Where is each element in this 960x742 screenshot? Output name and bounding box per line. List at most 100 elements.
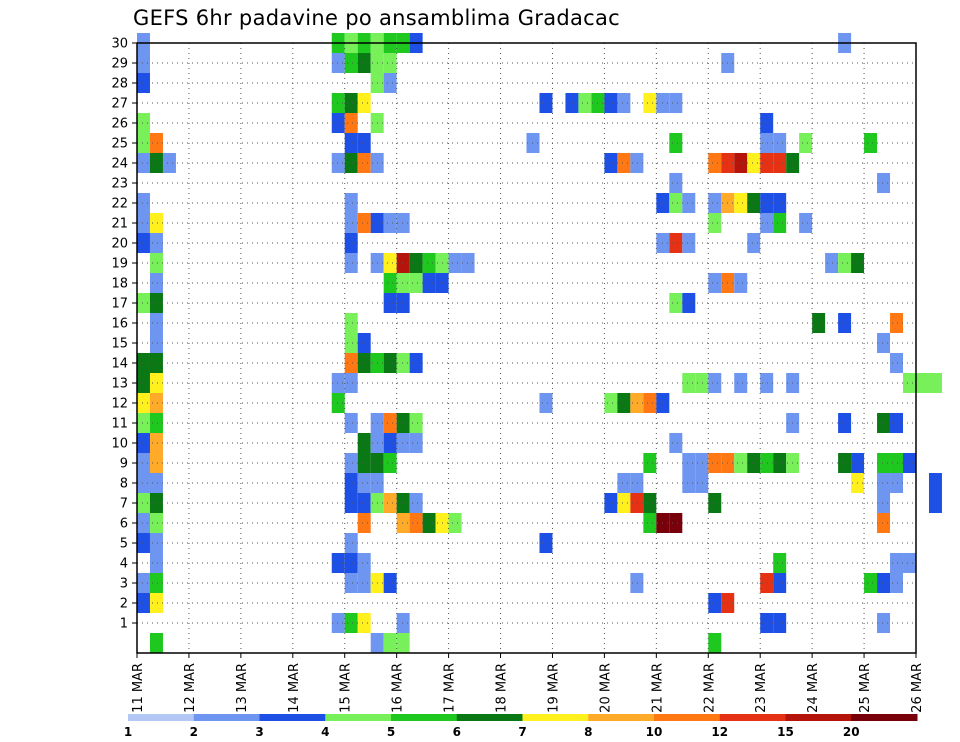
heatmap-cell: [396, 353, 410, 373]
heatmap-cell: [344, 253, 358, 273]
heatmap-cell: [370, 633, 384, 653]
heatmap-cell: [708, 273, 722, 293]
heatmap-cell: [669, 433, 683, 453]
heatmap-cell: [409, 413, 423, 433]
heatmap-cell: [643, 453, 657, 473]
heatmap-cell: [383, 493, 397, 513]
y-tick-label: 9: [120, 457, 128, 472]
colorbar-segment: [456, 714, 523, 721]
heatmap-cell: [357, 153, 371, 173]
heatmap-cell: [149, 513, 163, 533]
x-tick-label: 26 MAR: [910, 663, 925, 713]
heatmap-cell: [396, 273, 410, 293]
heatmap-cell: [695, 373, 709, 393]
heatmap-cell: [137, 133, 150, 153]
heatmap-cell: [799, 213, 813, 233]
heatmap-cell: [149, 133, 163, 153]
colorbar-label: 6: [453, 725, 461, 739]
heatmap-cell: [643, 93, 657, 113]
y-tick-label: 10: [111, 437, 128, 452]
colorbar-segment: [325, 714, 392, 721]
heatmap-cell: [838, 313, 852, 333]
heatmap-cell: [669, 513, 683, 533]
heatmap-cell: [747, 153, 761, 173]
y-tick-label: 8: [120, 477, 128, 492]
heatmap-cell: [708, 493, 722, 513]
heatmap-cell: [682, 373, 696, 393]
y-tick-label: 21: [111, 217, 128, 232]
heatmap-cell: [760, 373, 774, 393]
heatmap-cell: [890, 413, 904, 433]
heatmap-cell: [344, 333, 358, 353]
colorbar-segment: [719, 714, 786, 721]
heatmap-cell: [149, 533, 163, 553]
heatmap-cell: [734, 153, 748, 173]
colorbar-label: 20: [843, 725, 860, 739]
heatmap-cell: [137, 233, 150, 253]
x-tick-label: 17 MAR: [443, 663, 458, 713]
heatmap-cell: [669, 93, 683, 113]
heatmap-cell: [357, 333, 371, 353]
heatmap-cell: [734, 193, 748, 213]
heatmap-cell: [877, 173, 891, 193]
heatmap-cell: [812, 313, 826, 333]
heatmap-cell: [604, 393, 618, 413]
heatmap-cell: [344, 493, 358, 513]
heatmap-cell: [630, 473, 644, 493]
heatmap-cell: [604, 493, 618, 513]
heatmap-cell: [747, 193, 761, 213]
heatmap-cell: [890, 453, 904, 473]
colorbar-label: 8: [584, 725, 592, 739]
colorbar-label: 5: [387, 725, 395, 739]
heatmap-cell: [344, 353, 358, 373]
heatmap-cell: [695, 473, 709, 493]
colorbar-label: 7: [518, 725, 526, 739]
heatmap-cell: [149, 373, 163, 393]
x-tick-label: 25 MAR: [858, 663, 873, 713]
heatmap-cell: [344, 373, 358, 393]
heatmap-cell: [708, 453, 722, 473]
heatmap-cell: [137, 533, 150, 553]
heatmap-cell: [760, 613, 774, 633]
heatmap-cell: [773, 153, 787, 173]
heatmap-cell: [149, 553, 163, 573]
heatmap-cell: [864, 133, 878, 153]
heatmap-cell: [799, 133, 813, 153]
x-tick-label: 21 MAR: [650, 663, 665, 713]
heatmap-cell: [137, 413, 150, 433]
heatmap-cell: [669, 233, 683, 253]
y-tick-label: 11: [111, 417, 128, 432]
heatmap-cell: [903, 373, 916, 393]
y-tick-label: 26: [111, 117, 128, 132]
heatmap-cell: [383, 53, 397, 73]
colorbar-label: 10: [646, 725, 663, 739]
heatmap-cell: [864, 573, 878, 593]
x-tick-label: 15 MAR: [339, 663, 354, 713]
heatmap-cell: [422, 513, 436, 533]
x-tick-label: 24 MAR: [806, 663, 821, 713]
heatmap-cell: [344, 193, 358, 213]
y-tick-label: 1: [120, 617, 128, 632]
y-tick-label: 7: [120, 497, 128, 512]
heatmap-cell: [357, 353, 371, 373]
heatmap-cell: [344, 313, 358, 333]
heatmap-cell: [877, 453, 891, 473]
heatmap-cell: [344, 213, 358, 233]
heatmap-cell: [357, 553, 371, 573]
heatmap-cell: [383, 293, 397, 313]
y-tick-label: 14: [111, 357, 128, 372]
heatmap-cell: [357, 213, 371, 233]
heatmap-cell: [396, 253, 410, 273]
heatmap-cell: [149, 293, 163, 313]
heatmap-cell: [357, 433, 371, 453]
heatmap-cell: [734, 453, 748, 473]
y-tick-label: 27: [111, 97, 128, 112]
heatmap-cell: [344, 233, 358, 253]
x-tick-label: 19 MAR: [546, 663, 561, 713]
heatmap-cell: [461, 253, 475, 273]
heatmap-cell: [877, 573, 891, 593]
heatmap-cell: [149, 253, 163, 273]
y-tick-label: 12: [111, 397, 128, 412]
heatmap-cell: [149, 453, 163, 473]
heatmap-cell: [409, 513, 423, 533]
